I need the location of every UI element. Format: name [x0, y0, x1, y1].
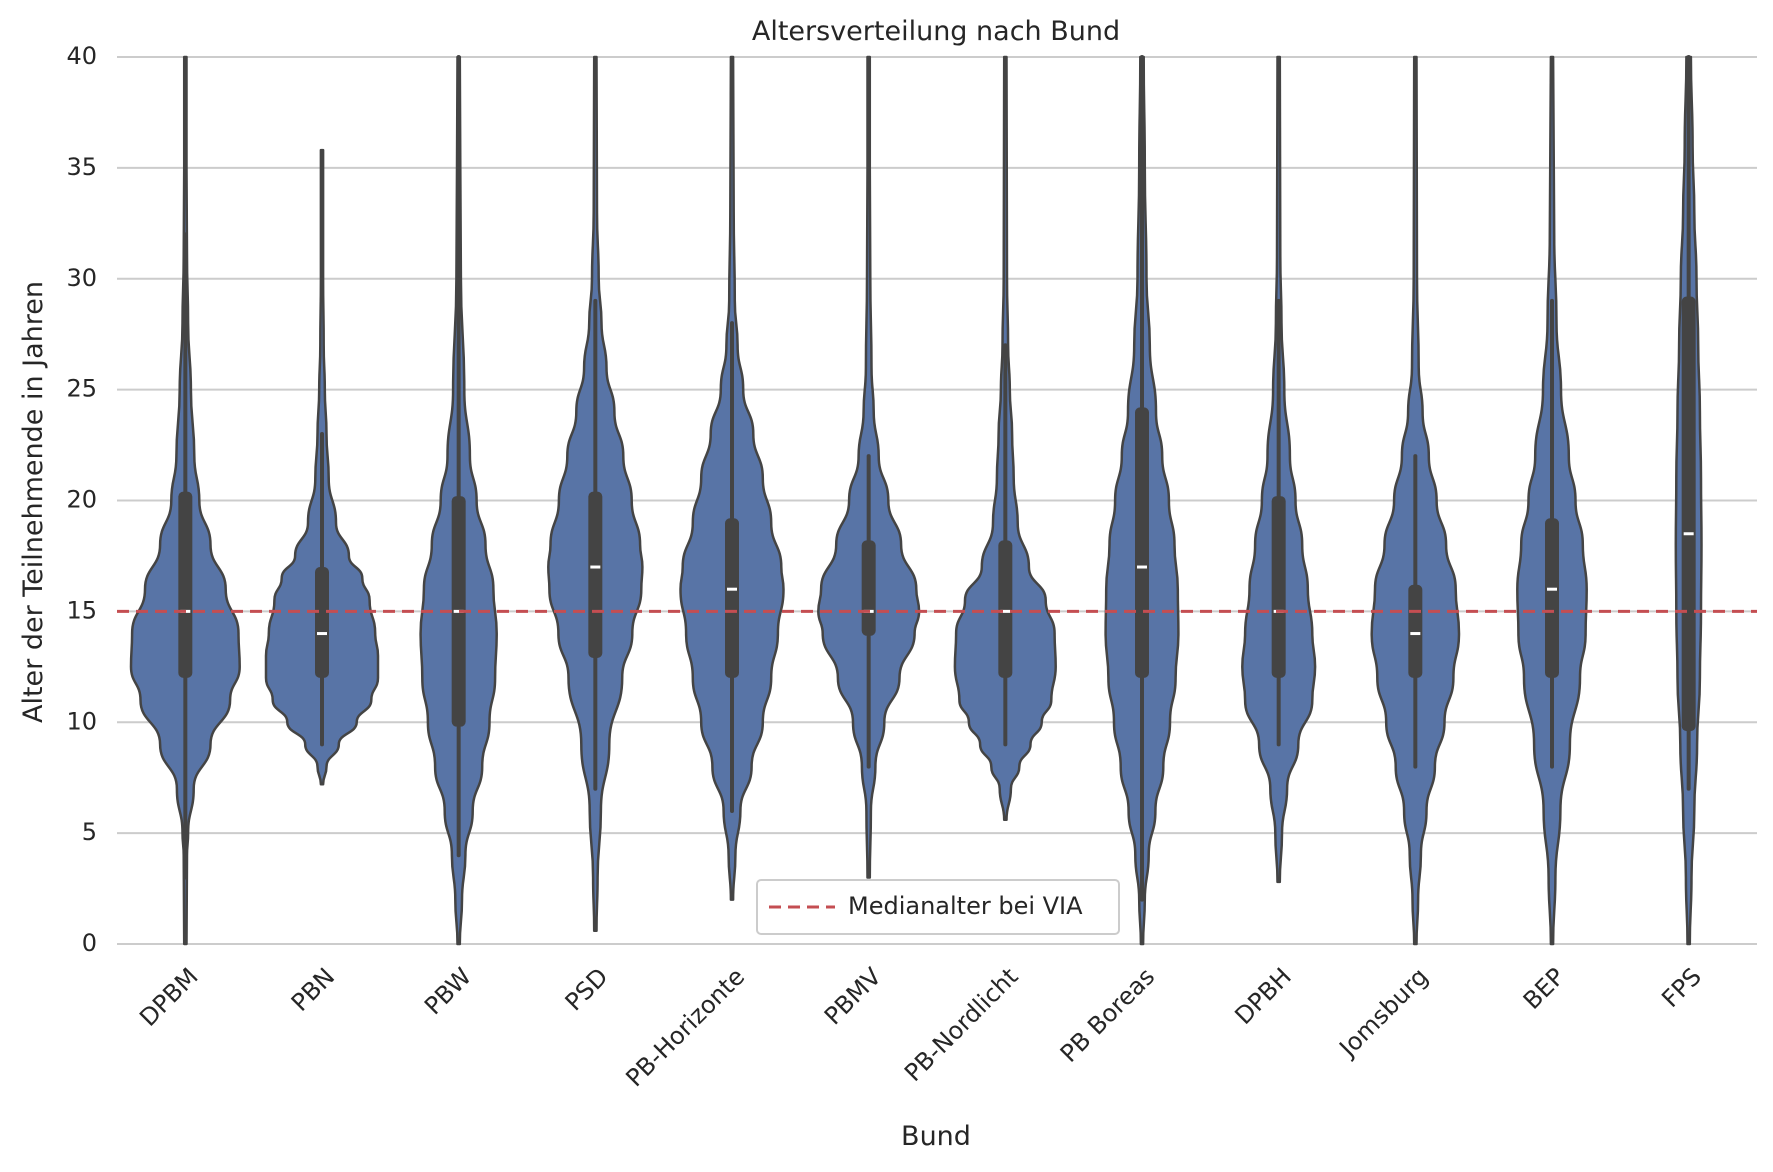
x-tick-label-psd: PSD [560, 962, 614, 1016]
legend: Medianalter bei VIA [756, 879, 1120, 935]
violin-group-psd [547, 55, 644, 932]
y-tick-label-40: 40 [66, 42, 97, 70]
chart-title: Altersverteilung nach Bund [752, 16, 1120, 47]
iqr-box-psd [588, 491, 603, 658]
x-tick-label-pb-boreas: PB Boreas [1055, 962, 1160, 1067]
iqr-box-bep [1545, 518, 1559, 678]
violin-group-pb-nordlicht [953, 55, 1057, 822]
x-tick-label-pbw: PBW [419, 962, 477, 1020]
x-tick-label-pbmv: PBMV [819, 962, 887, 1030]
y-tick-label-15: 15 [66, 596, 97, 624]
violin-group-pb-boreas [1104, 55, 1180, 946]
iqr-box-dpbm [178, 491, 193, 678]
violin-group-pbmv [817, 55, 921, 879]
x-tick-label-dpbm: DPBM [134, 962, 203, 1031]
violin-group-pb-horizonte [679, 55, 785, 901]
x-tick-label-dpbh: DPBH [1229, 962, 1297, 1030]
x-tick-label-pb-nordlicht: PB-Nordlicht [899, 962, 1024, 1087]
iqr-box-pbmv [861, 540, 876, 636]
violin-group-pbw [419, 55, 498, 946]
iqr-box-jomsburg [1408, 584, 1423, 678]
violin-group-fps [1674, 55, 1703, 946]
y-tick-label-10: 10 [66, 707, 97, 735]
y-tick-label-30: 30 [66, 264, 97, 292]
y-tick-label-0: 0 [82, 929, 97, 957]
x-tick-label-pbn: PBN [286, 962, 340, 1016]
iqr-box-pb-boreas [1135, 407, 1149, 678]
iqr-box-pb-horizonte [725, 518, 739, 678]
violin-group-dpbh [1241, 55, 1317, 884]
y-tick-label-35: 35 [66, 153, 97, 181]
iqr-box-fps [1681, 296, 1696, 732]
x-tick-labels: DPBM PBN PBW PSD PB-Horizonte PBMV PB-Nordlich… [134, 962, 1707, 1092]
iqr-box-dpbh [1271, 496, 1286, 678]
violin-group-dpbm [129, 55, 241, 946]
violin-group-bep [1516, 55, 1588, 946]
iqr-box-pbn [315, 567, 329, 678]
y-tick-label-20: 20 [66, 486, 97, 514]
y-tick-label-5: 5 [82, 818, 97, 846]
violin-group-pbn [264, 148, 380, 786]
x-tick-label-jomsburg: Jomsburg [1333, 962, 1434, 1063]
x-tick-label-pb-horizonte: PB-Horizonte [620, 962, 750, 1092]
legend-label: Medianalter bei VIA [848, 892, 1083, 920]
y-tick-labels: 0 5 10 15 20 25 30 35 40 [66, 42, 97, 957]
gridlines [117, 56, 1757, 945]
legend-frame [756, 879, 1120, 935]
y-tick-label-25: 25 [66, 375, 97, 403]
x-tick-label-fps: FPS [1656, 962, 1707, 1013]
iqr-box-pb-nordlicht [998, 540, 1013, 678]
x-axis-label: Bund [901, 1121, 971, 1152]
x-tick-label-bep: BEP [1518, 962, 1570, 1014]
violins [129, 55, 1703, 946]
y-axis-label: Alter der Teilnehmende in Jahren [18, 281, 49, 723]
